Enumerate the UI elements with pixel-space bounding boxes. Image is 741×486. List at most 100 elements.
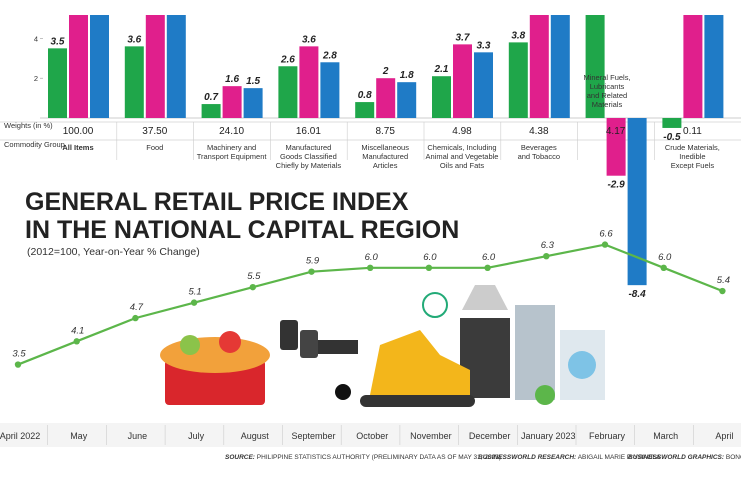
bar (278, 66, 298, 118)
footer-text: PHILIPPINE STATISTICS AUTHORITY (PRELIMI… (257, 454, 501, 461)
weight-label: 4.98 (452, 126, 472, 137)
bar-value-label: -2.9 (607, 180, 625, 191)
x-tick-label: July (188, 431, 205, 441)
x-tick-label: September (291, 431, 335, 441)
bar-value-label: 1.5 (246, 76, 260, 87)
bar (222, 86, 242, 118)
commodity-label: Articles (373, 161, 398, 170)
commodity-label: All Items (62, 143, 93, 152)
point-label: 5.5 (247, 271, 261, 282)
footer-label: BUSINESSWORLD GRAPHICS: (628, 454, 724, 461)
bar (627, 118, 647, 286)
weight-label: 0.11 (683, 126, 702, 137)
footer-note: BUSINESSWORLD RESEARCH: ABIGAIL MARIE P.… (478, 454, 661, 461)
point-label: 6.0 (482, 252, 496, 263)
bar-value-label: 2 (382, 66, 389, 77)
commodity-label: Chemicals, Including (427, 143, 496, 152)
bar (166, 15, 186, 118)
x-tick-label: April 2022 (0, 431, 40, 441)
bar-value-label: 1.6 (225, 74, 239, 85)
commodity-label: and Tobacco (518, 152, 560, 161)
point-label: 5.9 (306, 256, 320, 267)
month-axis-band (0, 423, 741, 447)
line-point (190, 299, 198, 306)
x-tick-label: June (128, 431, 148, 441)
bar (48, 48, 67, 118)
point-label: 3.5 (12, 349, 26, 360)
commodity-label: Mineral Fuels, (583, 73, 630, 82)
weight-label: 16.01 (296, 126, 321, 137)
commodity-label: Transport Equipment (197, 152, 268, 161)
x-tick-label: April (715, 431, 733, 441)
bar (704, 15, 724, 119)
commodity-label: Manufactured (285, 143, 331, 152)
x-tick-label: August (241, 431, 270, 441)
x-tick-label: February (589, 431, 626, 441)
line-point (543, 252, 550, 260)
commodity-label: Materials (592, 100, 623, 109)
point-label: 5.1 (188, 287, 201, 298)
bar (299, 46, 319, 118)
point-label: 6.0 (658, 252, 672, 263)
commodity-label: Inedible (679, 152, 705, 161)
chart-title: IN THE NATIONAL CAPITAL REGION (25, 216, 459, 244)
row-label: Weights (in %) (4, 121, 53, 130)
bar-value-label: -0.5 (663, 132, 681, 143)
point-label: 6.0 (365, 252, 379, 263)
commodity-label: Beverages (521, 143, 557, 152)
bar-value-label: 3.7 (456, 32, 470, 43)
bar-value-label: 3.3 (477, 40, 491, 51)
bar (90, 15, 109, 118)
point-label: 6.0 (423, 252, 437, 263)
commodity-label: Machinery and (207, 143, 256, 152)
bar-value-label: 1.8 (400, 70, 414, 81)
bar (397, 82, 417, 118)
weight-label: 4.17 (606, 126, 626, 137)
footer-label: BUSINESSWORLD RESEARCH: (478, 454, 576, 461)
x-tick-label: October (356, 431, 388, 441)
bar-value-label: -8.4 (628, 289, 646, 300)
bar (453, 44, 472, 119)
weight-label: 100.00 (63, 126, 94, 137)
commodity-label: Miscellaneous (361, 143, 409, 152)
x-tick-label: November (410, 431, 452, 441)
footer-text: BONG R. FO (726, 454, 741, 461)
line-point (367, 264, 374, 271)
point-label: 4.7 (130, 302, 144, 313)
bar-value-label: 2.6 (280, 54, 295, 65)
line-point (249, 283, 256, 291)
bar (529, 15, 549, 119)
bar (69, 15, 88, 119)
weight-label: 24.10 (219, 126, 244, 137)
line-point (308, 268, 315, 275)
bar-chart (48, 15, 724, 286)
weight-label: 4.38 (529, 126, 549, 137)
commodity-label: Manufactured (362, 152, 408, 161)
line-point (425, 264, 433, 271)
footer-note: BUSINESSWORLD GRAPHICS: BONG R. FO (628, 454, 741, 461)
commodity-label: Food (146, 143, 163, 152)
bar-value-label: 2.8 (322, 50, 337, 61)
line-point (719, 287, 726, 295)
x-tick-label: March (653, 431, 678, 441)
commodity-label: Crude Materials, (665, 143, 720, 152)
bar (550, 15, 570, 119)
illustration (160, 285, 605, 407)
y-tick-label: 2 (34, 74, 38, 83)
bar-value-label: 3.5 (51, 36, 65, 47)
x-tick-label: May (70, 431, 88, 441)
bar (606, 118, 626, 176)
point-label: 6.6 (599, 229, 613, 240)
commodity-label: Goods Classified (280, 152, 337, 161)
commodity-label: Lubricants (590, 82, 625, 91)
point-label: 4.1 (71, 325, 84, 336)
weight-label: 8.75 (375, 126, 395, 137)
bar-value-label: 0.8 (358, 90, 372, 101)
bar (432, 76, 451, 118)
line-point (14, 361, 22, 368)
x-tick-label: December (469, 431, 511, 441)
bar-value-label: 3.6 (127, 34, 141, 45)
point-label: 5.4 (717, 275, 730, 286)
bar (683, 15, 703, 118)
point-label: 6.3 (541, 240, 555, 251)
